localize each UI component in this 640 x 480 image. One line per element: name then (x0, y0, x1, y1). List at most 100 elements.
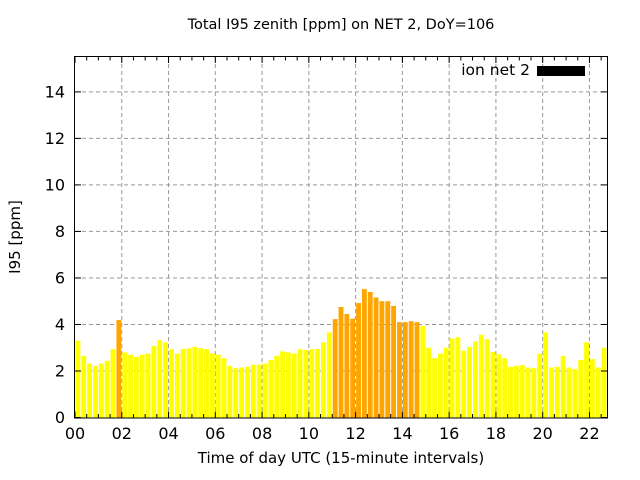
y-tick-label: 6 (55, 268, 65, 287)
bar (338, 307, 344, 418)
bar (595, 367, 601, 418)
bar (513, 365, 519, 418)
bar (426, 347, 432, 418)
bar (280, 351, 285, 418)
bar (531, 368, 537, 418)
bar (461, 350, 467, 418)
bar (274, 355, 280, 418)
bar (414, 322, 420, 418)
bar (122, 352, 128, 418)
bar (554, 366, 560, 418)
bar (332, 319, 338, 418)
bar (186, 348, 192, 418)
bar (133, 356, 139, 418)
y-tick-label: 10 (45, 175, 65, 194)
bar (104, 360, 110, 418)
y-tick-label: 14 (45, 82, 65, 101)
bar (560, 355, 566, 418)
bar (326, 332, 332, 418)
bar (315, 349, 321, 418)
bar (139, 354, 145, 418)
bar (578, 360, 584, 418)
bar (250, 364, 256, 418)
bar (584, 342, 589, 418)
bar (391, 305, 397, 418)
bar (508, 366, 513, 418)
bar (163, 342, 169, 418)
bar (566, 367, 572, 418)
bar (572, 369, 578, 418)
bar (209, 353, 215, 418)
bar (262, 363, 268, 418)
x-tick-label: 10 (299, 424, 319, 443)
y-tick-label: 4 (55, 315, 65, 334)
bar (420, 326, 426, 418)
x-tick-label: 06 (205, 424, 225, 443)
bar (601, 347, 607, 418)
legend-swatch (537, 65, 585, 76)
bar (128, 354, 133, 418)
bar (245, 366, 250, 418)
bar (502, 358, 508, 418)
bar (473, 341, 478, 418)
bar (373, 297, 379, 418)
bar (496, 354, 502, 418)
bar (589, 359, 595, 418)
bar (385, 301, 391, 418)
bar (157, 340, 163, 418)
bar (145, 353, 151, 418)
bar (309, 349, 315, 418)
bar (285, 352, 291, 418)
chart-title: Total I95 zenith [ppm] on NET 2, DoY=106 (187, 17, 495, 33)
x-tick-label: 02 (112, 424, 132, 443)
x-tick-label: 20 (533, 424, 553, 443)
legend: ion net 2 (461, 61, 585, 79)
bar (402, 322, 408, 418)
bar (478, 334, 484, 418)
legend-label: ion net 2 (461, 61, 530, 79)
bar (204, 349, 209, 418)
bar (268, 360, 274, 418)
y-tick-label: 0 (55, 408, 65, 427)
bar (350, 318, 356, 418)
x-tick-label: 14 (392, 424, 412, 443)
bar (198, 348, 204, 418)
bar (379, 301, 385, 418)
bar (443, 347, 449, 418)
bar (537, 353, 543, 418)
bar (93, 365, 98, 418)
bar (192, 346, 198, 418)
bar (344, 314, 350, 418)
bar (549, 367, 554, 418)
y-tick-label: 12 (45, 129, 65, 148)
bar (215, 354, 221, 418)
bar (297, 349, 303, 418)
bar (408, 321, 414, 418)
x-tick-label: 04 (158, 424, 178, 443)
bar (397, 322, 402, 418)
bar (356, 303, 361, 418)
x-tick-label: 12 (345, 424, 365, 443)
bar (449, 338, 455, 418)
bar (239, 367, 245, 418)
bar (256, 364, 262, 418)
bar (233, 368, 239, 418)
bar (174, 353, 180, 418)
bar (437, 353, 443, 418)
bar (180, 349, 186, 418)
x-tick-label: 22 (579, 424, 599, 443)
x-tick-label: 18 (486, 424, 506, 443)
bar (303, 350, 309, 418)
x-tick-label: 00 (65, 424, 85, 443)
bar (543, 332, 549, 418)
bar (432, 358, 437, 418)
bar (227, 365, 233, 418)
x-tick-label: 08 (252, 424, 272, 443)
bar (151, 345, 157, 418)
bar (361, 289, 367, 418)
bar (467, 346, 473, 418)
bar (221, 358, 227, 418)
bar (455, 337, 461, 418)
